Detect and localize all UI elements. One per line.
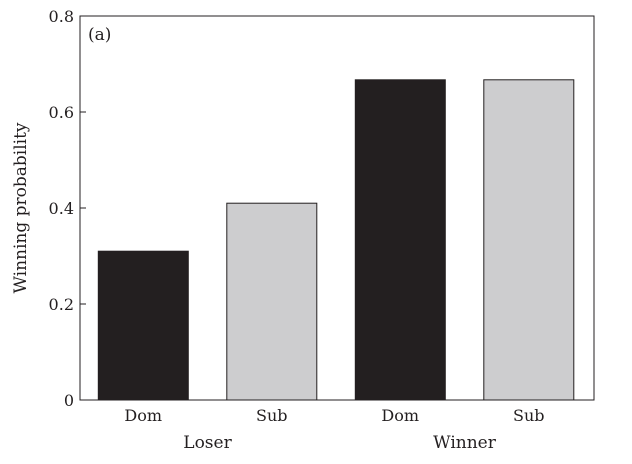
x-tick-label: Dom — [381, 406, 419, 425]
x-tick-label: Dom — [124, 406, 162, 425]
y-tick-label: 0.8 — [49, 7, 74, 26]
x-tick-label: Sub — [513, 406, 545, 425]
y-tick-label: 0 — [64, 391, 74, 410]
panel-label: (a) — [88, 25, 111, 45]
y-tick-label: 0.6 — [49, 103, 74, 122]
bar-winner-dom — [354, 79, 446, 401]
y-tick-label: 0.2 — [49, 295, 74, 314]
x-axis: Dom Sub Dom Sub Loser Winner — [124, 406, 544, 453]
x-tick-label: Sub — [256, 406, 288, 425]
x-group-label: Loser — [183, 433, 232, 453]
y-tick-label: 0.4 — [49, 199, 74, 218]
bars-layer — [97, 79, 575, 401]
x-group-label: Winner — [433, 433, 497, 453]
bar-loser-sub — [226, 202, 318, 401]
bar-loser-dom — [97, 250, 189, 401]
bar-winner-sub — [483, 79, 575, 401]
y-axis-label: Winning probability — [11, 122, 31, 293]
y-axis: 0 0.2 0.4 0.6 0.8 — [49, 7, 86, 410]
